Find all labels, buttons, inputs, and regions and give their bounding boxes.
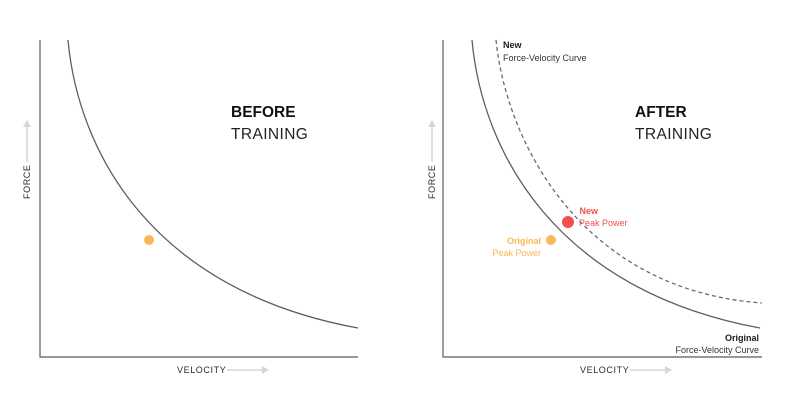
after-training-panel: AFTER TRAINING New Force-Velocity Curve … bbox=[427, 39, 763, 375]
left-y-arrow-icon bbox=[23, 120, 31, 162]
left-axes bbox=[39, 40, 358, 358]
right-y-axis-label: FORCE bbox=[427, 165, 437, 200]
left-x-axis-label: VELOCITY bbox=[177, 365, 226, 375]
original-force-velocity-curve bbox=[471, 39, 761, 329]
left-x-arrow-icon bbox=[227, 366, 269, 374]
left-y-axis-label: FORCE bbox=[22, 165, 32, 200]
right-axes bbox=[442, 40, 762, 358]
left-title-bold: BEFORE bbox=[231, 104, 296, 121]
left-force-velocity-curve bbox=[67, 39, 359, 329]
left-title-regular: TRAINING bbox=[231, 126, 308, 143]
new-force-velocity-curve bbox=[495, 39, 763, 304]
before-training-panel: BEFORE TRAINING FORCE VELOCITY bbox=[22, 39, 359, 375]
original-point-label-bold: Original bbox=[507, 236, 541, 246]
original-curve-label-bold: Original bbox=[725, 333, 759, 343]
left-peak-power-point bbox=[144, 235, 154, 245]
original-point-label: Peak Power bbox=[492, 248, 541, 258]
right-x-axis-label: VELOCITY bbox=[580, 365, 629, 375]
right-title-regular: TRAINING bbox=[635, 126, 712, 143]
right-x-arrow-icon bbox=[630, 366, 672, 374]
new-point-label-bold: New bbox=[579, 206, 599, 216]
new-curve-label: Force-Velocity Curve bbox=[503, 53, 587, 63]
original-peak-power-point bbox=[546, 235, 556, 245]
new-peak-power-point bbox=[562, 216, 574, 228]
new-point-label: Peak Power bbox=[579, 218, 628, 228]
original-curve-label: Force-Velocity Curve bbox=[675, 345, 759, 355]
new-curve-label-bold: New bbox=[503, 40, 523, 50]
right-y-arrow-icon bbox=[428, 120, 436, 162]
right-title-bold: AFTER bbox=[635, 104, 687, 121]
